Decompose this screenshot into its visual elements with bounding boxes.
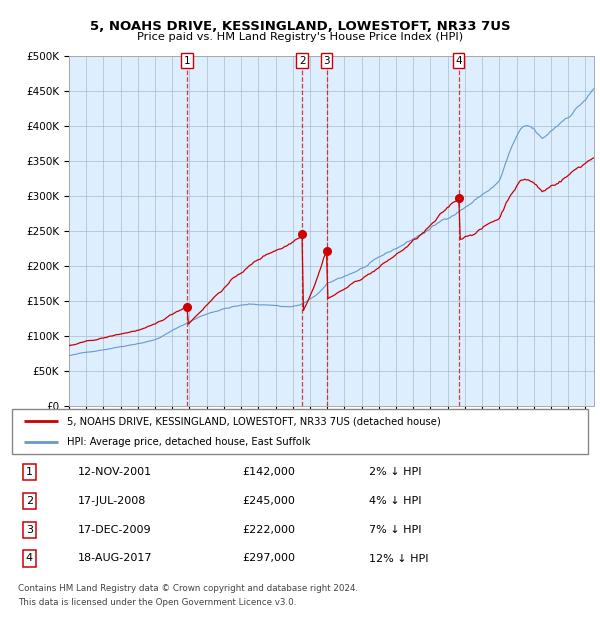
- Text: This data is licensed under the Open Government Licence v3.0.: This data is licensed under the Open Gov…: [18, 598, 296, 607]
- Text: £142,000: £142,000: [242, 467, 295, 477]
- Text: £297,000: £297,000: [242, 554, 295, 564]
- Text: 1: 1: [184, 56, 191, 66]
- Text: 17-JUL-2008: 17-JUL-2008: [78, 496, 146, 506]
- Text: £245,000: £245,000: [242, 496, 295, 506]
- Text: 2: 2: [299, 56, 305, 66]
- Text: 4: 4: [26, 554, 33, 564]
- Text: 12-NOV-2001: 12-NOV-2001: [78, 467, 152, 477]
- Text: HPI: Average price, detached house, East Suffolk: HPI: Average price, detached house, East…: [67, 436, 310, 447]
- Text: 12% ↓ HPI: 12% ↓ HPI: [369, 554, 428, 564]
- Text: 2% ↓ HPI: 2% ↓ HPI: [369, 467, 422, 477]
- Text: 5, NOAHS DRIVE, KESSINGLAND, LOWESTOFT, NR33 7US (detached house): 5, NOAHS DRIVE, KESSINGLAND, LOWESTOFT, …: [67, 416, 440, 427]
- Text: 1: 1: [26, 467, 33, 477]
- Text: 4: 4: [455, 56, 462, 66]
- Text: 2: 2: [26, 496, 33, 506]
- Text: 7% ↓ HPI: 7% ↓ HPI: [369, 525, 422, 534]
- Text: 18-AUG-2017: 18-AUG-2017: [78, 554, 153, 564]
- Text: 3: 3: [323, 56, 330, 66]
- Text: 3: 3: [26, 525, 33, 534]
- Text: Contains HM Land Registry data © Crown copyright and database right 2024.: Contains HM Land Registry data © Crown c…: [18, 584, 358, 593]
- Text: 5, NOAHS DRIVE, KESSINGLAND, LOWESTOFT, NR33 7US: 5, NOAHS DRIVE, KESSINGLAND, LOWESTOFT, …: [89, 20, 511, 33]
- Text: 4% ↓ HPI: 4% ↓ HPI: [369, 496, 422, 506]
- FancyBboxPatch shape: [12, 409, 588, 454]
- Text: £222,000: £222,000: [242, 525, 295, 534]
- Text: 17-DEC-2009: 17-DEC-2009: [78, 525, 152, 534]
- Text: Price paid vs. HM Land Registry's House Price Index (HPI): Price paid vs. HM Land Registry's House …: [137, 32, 463, 42]
